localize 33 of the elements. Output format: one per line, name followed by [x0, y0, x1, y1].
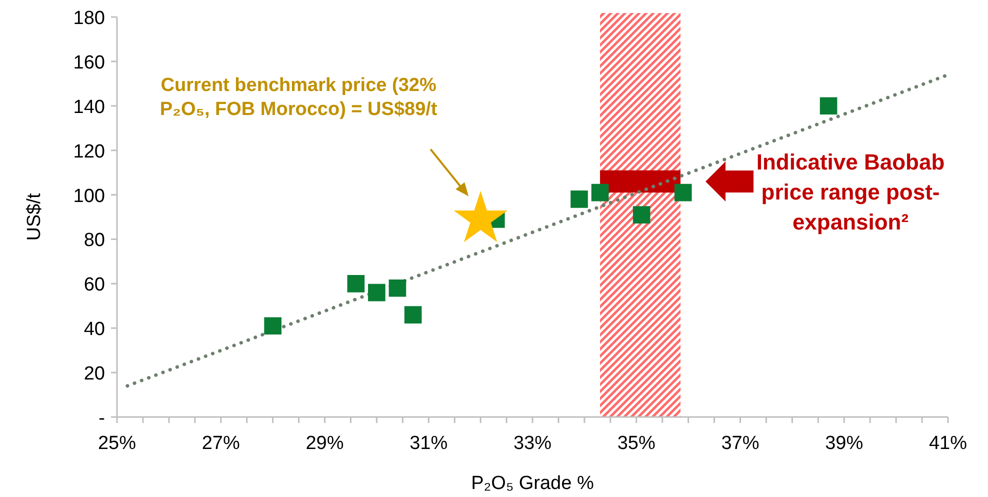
x-tick-label: 29%: [306, 433, 344, 454]
x-tick-label: 27%: [202, 433, 240, 454]
y-tick-label: 60: [84, 274, 105, 296]
annotation: Current benchmark price (32% P₂O₅, FOB Morocco) = US$89/t: [160, 75, 438, 120]
x-tick-label: 25%: [98, 433, 136, 454]
point: [674, 184, 692, 202]
x-axis-title: P₂O₅ Grade %: [471, 473, 594, 494]
y-tick-label: 140: [73, 96, 105, 118]
y-tick-label: 120: [73, 141, 105, 162]
x-tick-label: 35%: [617, 433, 656, 454]
y-tick-label: -: [98, 408, 105, 429]
point: [388, 279, 406, 297]
x-tick-label: 37%: [721, 433, 760, 454]
point: [347, 275, 365, 292]
y-tick-label: 20: [84, 364, 105, 385]
y-tick-label: 40: [84, 319, 105, 340]
x-tick-label: 33%: [513, 433, 552, 454]
x-tick-label: 31%: [410, 433, 448, 454]
x-tick-label: 41%: [928, 433, 968, 454]
point: [632, 206, 650, 224]
point: [570, 190, 588, 208]
y-tick-label: 100: [73, 186, 105, 207]
y-tick-label: 180: [73, 8, 105, 29]
band-label: Indicative Baobab price range post-expansion²: [756, 149, 945, 234]
y-axis-title: US$/t: [24, 192, 45, 241]
x-tick-label: 39%: [825, 433, 864, 454]
point: [264, 317, 282, 335]
point: [591, 184, 609, 202]
point: [404, 306, 422, 324]
point: [820, 97, 838, 115]
y-tick-label: 80: [84, 230, 105, 252]
point: [368, 284, 386, 302]
y-tick-label: 160: [73, 52, 105, 74]
